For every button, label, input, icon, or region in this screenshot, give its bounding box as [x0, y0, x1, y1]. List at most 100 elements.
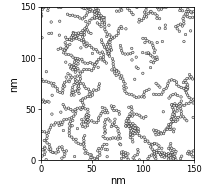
Circle shape [161, 155, 163, 158]
Circle shape [143, 11, 146, 13]
Circle shape [85, 68, 88, 71]
Circle shape [96, 22, 99, 24]
Circle shape [120, 25, 122, 28]
Circle shape [87, 111, 89, 113]
Circle shape [136, 153, 138, 156]
Circle shape [174, 93, 177, 95]
Circle shape [160, 93, 163, 95]
Circle shape [128, 93, 130, 95]
Circle shape [126, 117, 129, 120]
Circle shape [91, 52, 94, 55]
Circle shape [62, 129, 65, 132]
Circle shape [172, 113, 174, 115]
Circle shape [50, 124, 53, 126]
Circle shape [124, 83, 126, 85]
Circle shape [169, 128, 171, 131]
Circle shape [114, 137, 117, 139]
Circle shape [119, 77, 121, 79]
Circle shape [109, 138, 111, 140]
Circle shape [73, 94, 75, 96]
Circle shape [74, 71, 76, 73]
Circle shape [59, 47, 62, 50]
Circle shape [129, 113, 131, 115]
Circle shape [43, 6, 45, 9]
Circle shape [130, 105, 133, 108]
Circle shape [56, 87, 59, 90]
Circle shape [79, 143, 82, 146]
Circle shape [85, 149, 87, 152]
Circle shape [94, 157, 96, 160]
Circle shape [103, 126, 105, 129]
Circle shape [96, 158, 98, 160]
Circle shape [94, 17, 96, 20]
Circle shape [120, 47, 122, 49]
Circle shape [184, 89, 187, 92]
Circle shape [57, 6, 60, 9]
Circle shape [57, 48, 59, 51]
Circle shape [106, 33, 109, 35]
Circle shape [76, 57, 79, 60]
Circle shape [172, 153, 174, 156]
Circle shape [47, 9, 49, 12]
Circle shape [132, 134, 134, 137]
Circle shape [150, 60, 152, 63]
Circle shape [46, 100, 49, 103]
Circle shape [65, 61, 67, 63]
Circle shape [66, 38, 68, 41]
Circle shape [162, 152, 164, 155]
Circle shape [167, 82, 169, 84]
Circle shape [49, 146, 51, 148]
Circle shape [76, 34, 79, 37]
Circle shape [151, 12, 154, 14]
Circle shape [90, 154, 92, 156]
Circle shape [115, 109, 118, 112]
Circle shape [73, 155, 76, 158]
X-axis label: nm: nm [110, 176, 125, 186]
Circle shape [127, 122, 129, 125]
Circle shape [85, 8, 88, 10]
Circle shape [41, 36, 43, 39]
Circle shape [153, 153, 155, 155]
Circle shape [168, 155, 170, 158]
Circle shape [163, 156, 166, 159]
Circle shape [78, 87, 80, 90]
Circle shape [113, 36, 116, 38]
Circle shape [110, 105, 113, 107]
Circle shape [171, 152, 174, 154]
Circle shape [179, 23, 182, 25]
Circle shape [128, 9, 131, 12]
Circle shape [121, 9, 123, 11]
Circle shape [63, 150, 65, 153]
Circle shape [62, 121, 64, 123]
Circle shape [71, 89, 73, 91]
Circle shape [185, 10, 187, 13]
Circle shape [172, 93, 174, 96]
Circle shape [125, 87, 127, 89]
Circle shape [127, 153, 129, 155]
Circle shape [180, 113, 183, 115]
Circle shape [147, 52, 150, 54]
Circle shape [75, 36, 78, 38]
Circle shape [167, 158, 170, 160]
Circle shape [148, 142, 150, 145]
Circle shape [81, 58, 83, 60]
Circle shape [145, 13, 147, 15]
Circle shape [186, 152, 189, 155]
Circle shape [109, 38, 112, 41]
Circle shape [63, 49, 66, 51]
Circle shape [159, 153, 162, 156]
Circle shape [125, 92, 128, 94]
Circle shape [132, 131, 134, 134]
Circle shape [71, 86, 74, 88]
Circle shape [135, 66, 138, 68]
Circle shape [173, 108, 175, 111]
Circle shape [45, 70, 47, 73]
Circle shape [83, 7, 85, 10]
Circle shape [89, 90, 91, 93]
Circle shape [179, 7, 182, 9]
Circle shape [50, 32, 53, 35]
Circle shape [86, 24, 89, 26]
Circle shape [179, 116, 182, 118]
Circle shape [144, 140, 146, 143]
Circle shape [68, 81, 71, 83]
